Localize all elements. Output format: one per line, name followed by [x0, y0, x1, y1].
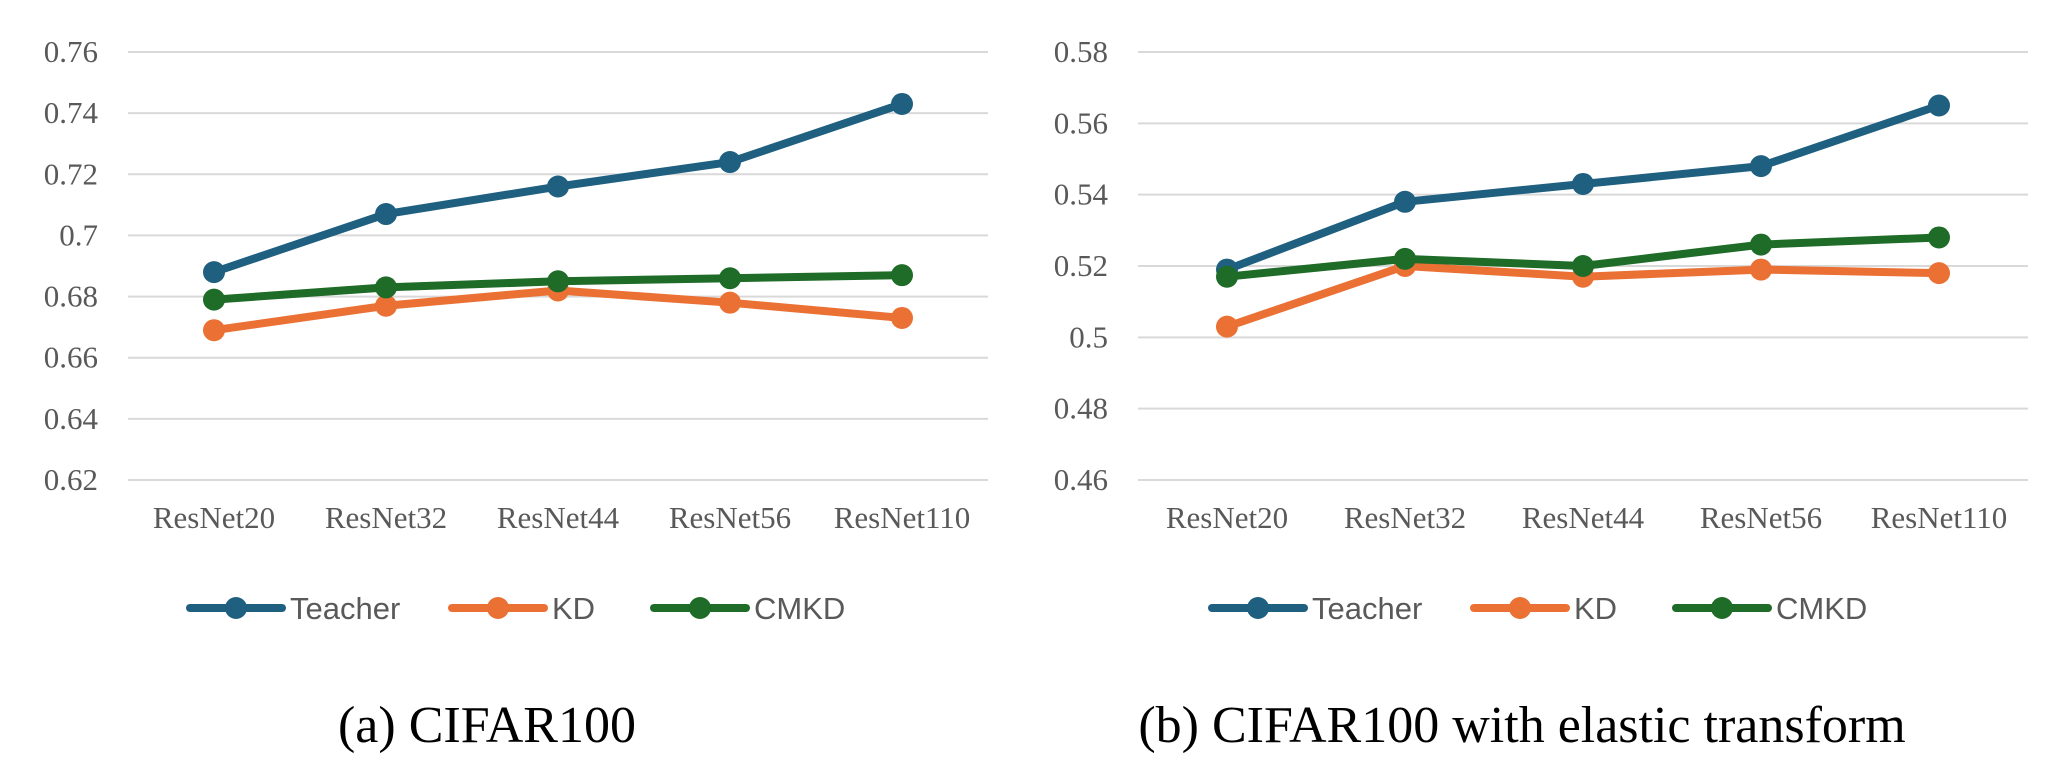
x-tick-label: ResNet110	[834, 500, 971, 535]
y-tick-label: 0.5	[1069, 319, 1108, 354]
legend-label-cmkd: CMKD	[1776, 591, 1867, 626]
data-point-teacher	[375, 203, 397, 226]
legend-item-teacher: Teacher	[186, 591, 400, 626]
x-tick-label: ResNet20	[1166, 500, 1288, 535]
data-point-cmkd	[375, 276, 397, 299]
legend-label-teacher: Teacher	[1312, 591, 1422, 626]
y-tick-label: 0.56	[1054, 105, 1108, 140]
y-tick-label: 0.68	[44, 279, 98, 314]
data-point-kd	[375, 294, 397, 317]
data-point-cmkd	[1216, 265, 1238, 288]
legend-marker-teacher	[1247, 597, 1269, 619]
chart-cifar100-elastic: 0.58 0.56 0.54 0.52 0.5 0.48 0.46 ResNet20 ResNe…	[1054, 34, 2028, 754]
legend-marker-cmkd	[689, 597, 711, 619]
x-tick-label: ResNet56	[1700, 500, 1822, 535]
data-point-teacher	[1928, 94, 1950, 117]
x-tick-label: ResNet32	[325, 500, 447, 535]
data-point-teacher	[719, 151, 741, 174]
y-tick-label: 0.76	[44, 34, 98, 69]
data-point-teacher	[547, 175, 569, 198]
legend-marker-kd	[1509, 597, 1531, 619]
data-point-kd	[719, 291, 741, 314]
legend-item-kd: KD	[1470, 591, 1617, 626]
y-tick-label: 0.48	[1054, 391, 1108, 426]
data-point-cmkd	[203, 288, 225, 311]
legend-item-cmkd: CMKD	[1672, 591, 1867, 626]
data-point-kd	[1216, 315, 1238, 338]
legend-marker-kd	[487, 597, 509, 619]
x-tick-label: ResNet44	[1522, 500, 1645, 535]
y-tick-label: 0.52	[1054, 248, 1108, 283]
data-point-cmkd	[1394, 247, 1416, 270]
data-point-kd	[891, 306, 913, 329]
y-tick-label: 0.58	[1054, 34, 1108, 69]
x-tick-label: ResNet110	[1871, 500, 2008, 535]
legend-marker-cmkd	[1711, 597, 1733, 619]
legend-item-cmkd: CMKD	[650, 591, 845, 626]
x-tick-label: ResNet32	[1344, 500, 1466, 535]
chart-caption: (b) CIFAR100 with elastic transform	[1138, 697, 1905, 754]
data-point-cmkd	[891, 264, 913, 287]
data-point-cmkd	[1928, 226, 1950, 249]
legend-label-cmkd: CMKD	[754, 591, 845, 626]
chart-caption: (a) CIFAR100	[338, 697, 636, 754]
data-point-teacher	[1750, 155, 1772, 178]
x-tick-label: ResNet20	[153, 500, 275, 535]
data-point-cmkd	[547, 270, 569, 293]
y-tick-label: 0.72	[44, 156, 98, 191]
data-point-cmkd	[1750, 233, 1772, 256]
data-point-teacher	[1394, 190, 1416, 213]
chart-cifar100: 0.76 0.74 0.72 0.7 0.68 0.66 0.64 0.62 ResNet20 R…	[44, 34, 988, 754]
legend-item-kd: KD	[448, 591, 595, 626]
legend-marker-teacher	[225, 597, 247, 619]
data-point-teacher	[203, 261, 225, 284]
y-tick-label: 0.46	[1054, 462, 1108, 497]
legend-label-kd: KD	[1574, 591, 1617, 626]
y-tick-label: 0.62	[44, 462, 98, 497]
y-tick-label: 0.54	[1054, 177, 1109, 212]
data-point-kd	[1750, 258, 1772, 281]
y-tick-label: 0.64	[44, 401, 99, 436]
data-point-teacher	[891, 92, 913, 115]
data-point-cmkd	[719, 267, 741, 290]
legend-item-teacher: Teacher	[1208, 591, 1422, 626]
x-tick-label: ResNet56	[669, 500, 791, 535]
y-tick-label: 0.66	[44, 340, 98, 375]
legend-label-teacher: Teacher	[290, 591, 400, 626]
data-point-cmkd	[1572, 255, 1594, 277]
x-tick-label: ResNet44	[497, 500, 620, 535]
legend-label-kd: KD	[552, 591, 595, 626]
data-point-kd	[1928, 262, 1950, 285]
data-point-kd	[203, 319, 225, 342]
data-point-teacher	[1572, 172, 1594, 195]
y-tick-label: 0.74	[44, 95, 99, 130]
y-tick-label: 0.7	[59, 217, 98, 252]
